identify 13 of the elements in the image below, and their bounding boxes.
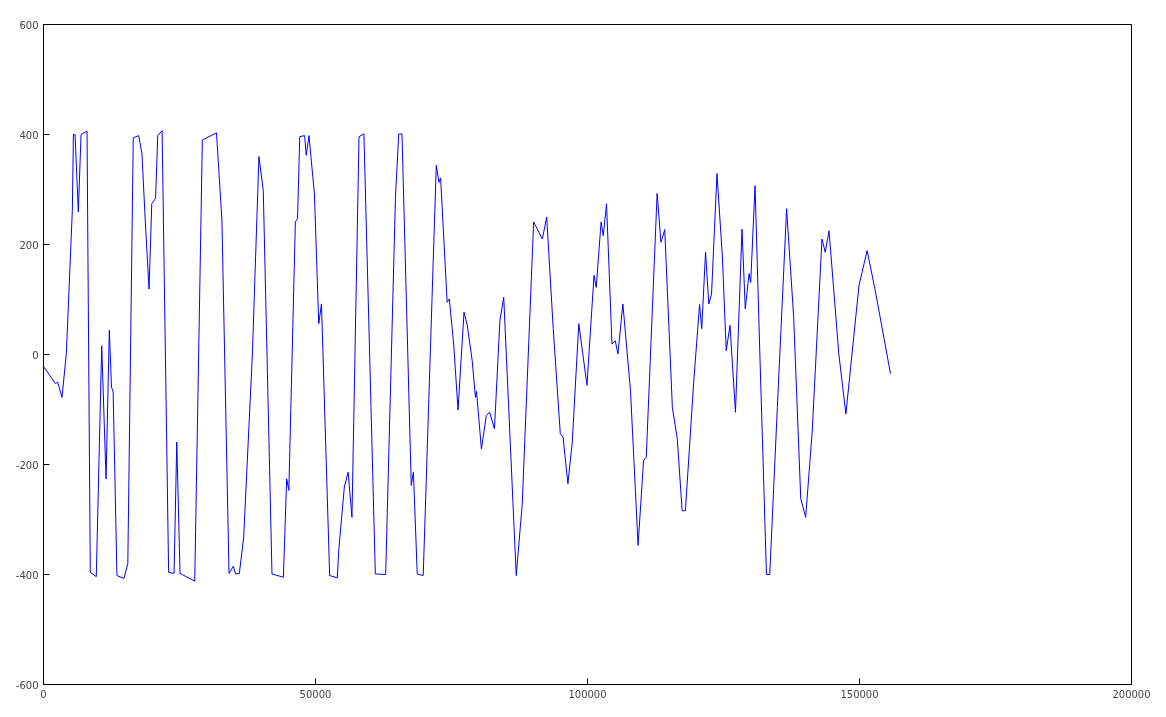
y-tick-label: -200 (15, 459, 39, 471)
y-tick-label: -400 (15, 569, 39, 581)
x-tick-label: 50000 (299, 688, 332, 700)
line-series (43, 130, 892, 582)
y-tick-label: -600 (15, 679, 39, 691)
x-tick-label: 150000 (840, 688, 879, 700)
x-tick-label: 200000 (1112, 688, 1151, 700)
y-tick-label: 600 (19, 19, 39, 31)
y-tick-label: 200 (19, 239, 39, 251)
x-tick-label: 100000 (568, 688, 607, 700)
y-tick-label: 400 (19, 129, 39, 141)
x-tick-label: 0 (40, 688, 47, 700)
y-tick-label: 0 (32, 349, 39, 361)
